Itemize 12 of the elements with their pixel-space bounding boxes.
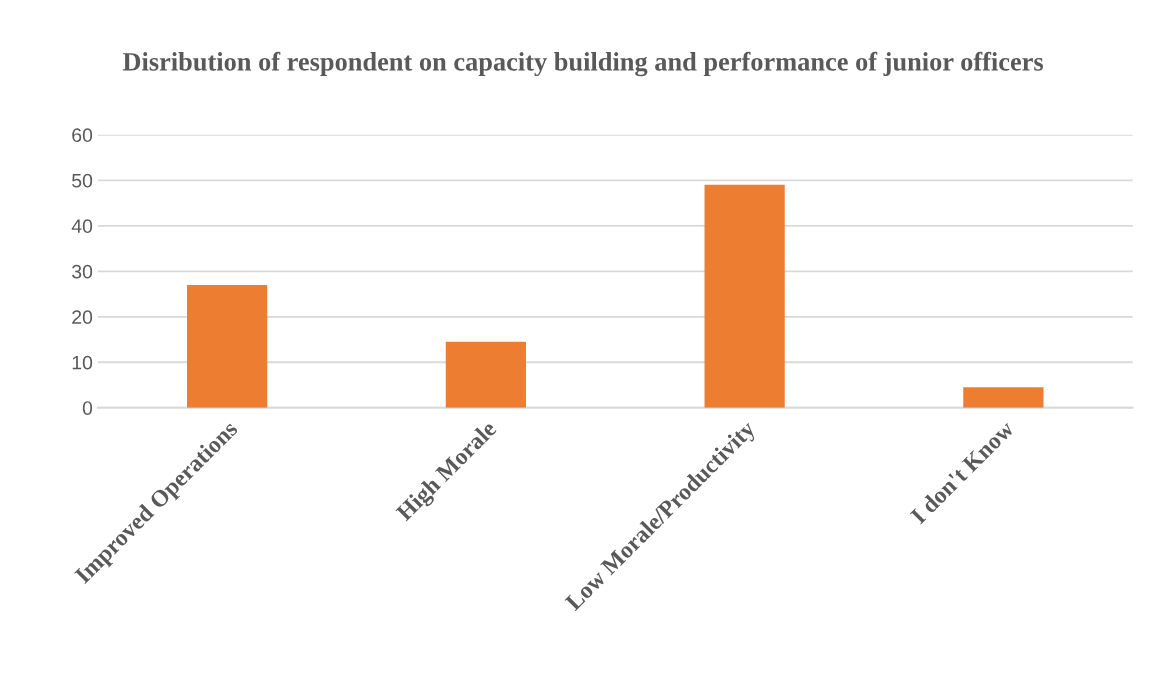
y-tick-label: 50 — [72, 173, 93, 188]
y-tick-label: 60 — [72, 128, 93, 143]
y-tick-label: 30 — [72, 264, 93, 279]
bar — [445, 341, 526, 408]
y-tick-label: 10 — [72, 355, 93, 370]
y-tick-label: 20 — [72, 310, 93, 325]
y-tick-label: 40 — [71, 219, 93, 234]
bar — [704, 184, 785, 408]
y-tick-label: 0 — [82, 401, 93, 416]
bar — [187, 284, 268, 408]
chart-title: Disribution of respondent on capacity building and performance of junior officers — [122, 51, 1044, 77]
bar — [963, 387, 1044, 408]
